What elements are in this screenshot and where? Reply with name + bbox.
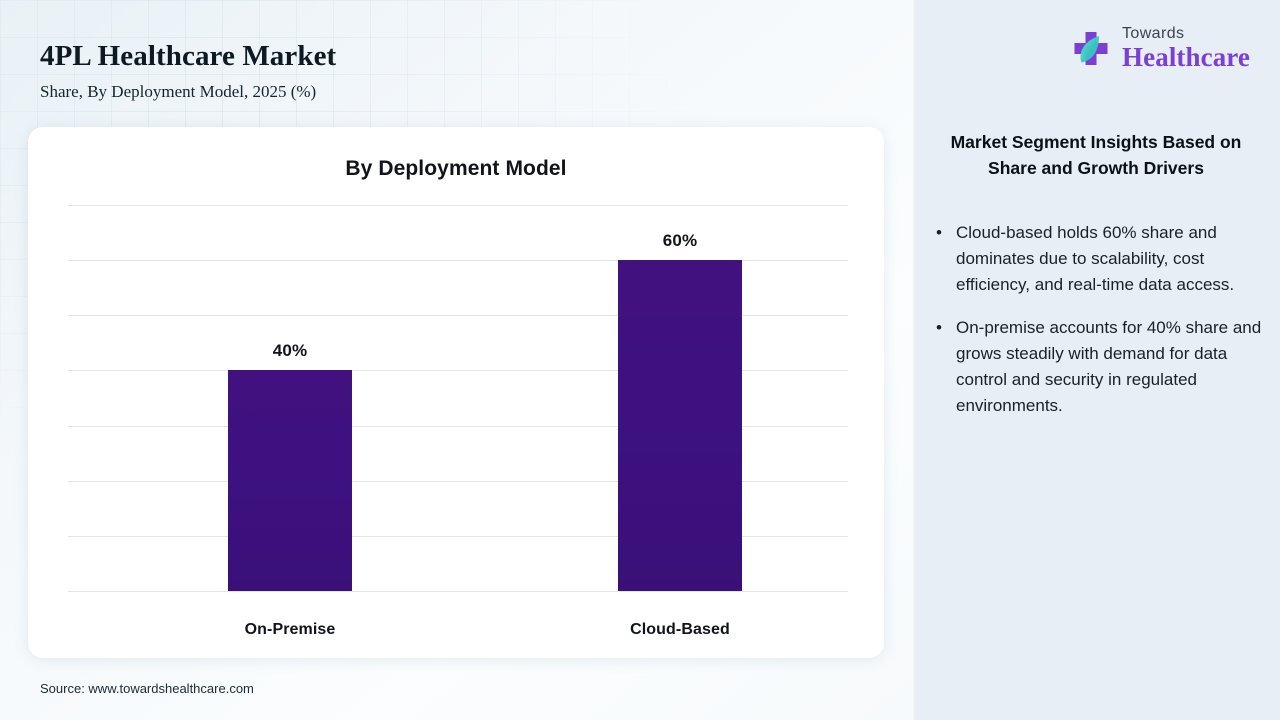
gridline: [68, 315, 848, 316]
insights-list: • Cloud-based holds 60% share and dominat…: [936, 220, 1262, 437]
panel-divider: [912, 0, 915, 720]
gridline: [68, 591, 848, 592]
gridline: [68, 260, 848, 261]
source-note: Source: www.towardshealthcare.com: [40, 681, 254, 696]
logo-bottom-text: Healthcare: [1122, 42, 1250, 72]
insight-text: On-premise accounts for 40% share and gr…: [956, 318, 1262, 415]
bullet-icon: •: [936, 318, 942, 338]
insights-heading: Market Segment Insights Based on Share a…: [950, 132, 1242, 178]
gridline: [68, 370, 848, 371]
cross-leaf-icon: [1069, 27, 1113, 71]
bar-value-label: 40%: [272, 341, 308, 360]
gridline: [68, 205, 848, 206]
category-label-on-premise: On-Premise: [244, 621, 336, 638]
brand-logo[interactable]: Towards Healthcare: [1069, 26, 1250, 71]
bar-column[interactable]: 60%: [618, 205, 742, 591]
gridline: [68, 426, 848, 427]
gridline: [68, 481, 848, 482]
left-content-panel: 4PL Healthcare Market Share, By Deployme…: [0, 0, 912, 720]
chart-title: By Deployment Model: [345, 157, 567, 180]
header-block: 4PL Healthcare Market Share, By Deployme…: [40, 40, 660, 102]
logo-top-text: Towards: [1122, 25, 1185, 42]
gridline: [68, 536, 848, 537]
bar-column[interactable]: 40%: [228, 205, 352, 591]
chart-card: By Deployment Model 40% 60% On-Premise Clo…: [28, 127, 884, 658]
page-title: 4PL Healthcare Market: [40, 40, 337, 72]
bar-value-label: 60%: [662, 231, 698, 250]
insight-item: • On-premise accounts for 40% share and g…: [936, 315, 1262, 418]
bullet-icon: •: [936, 223, 942, 242]
page-subtitle: Share, By Deployment Model, 2025 (%): [40, 82, 317, 102]
bar-on-premise[interactable]: [228, 370, 352, 591]
insight-item: • Cloud-based holds 60% share and dominat…: [936, 220, 1262, 297]
logo-text: Towards Healthcare: [1122, 26, 1250, 71]
insight-text: Cloud-based holds 60% share and dominate…: [956, 223, 1235, 294]
bar-cloud-based[interactable]: [618, 260, 742, 591]
bar-chart-plot-area: 40% 60%: [68, 205, 848, 592]
insights-side-panel: Towards Healthcare Market Segment Insigh…: [912, 0, 1280, 720]
category-label-cloud-based: Cloud-Based: [630, 621, 730, 638]
